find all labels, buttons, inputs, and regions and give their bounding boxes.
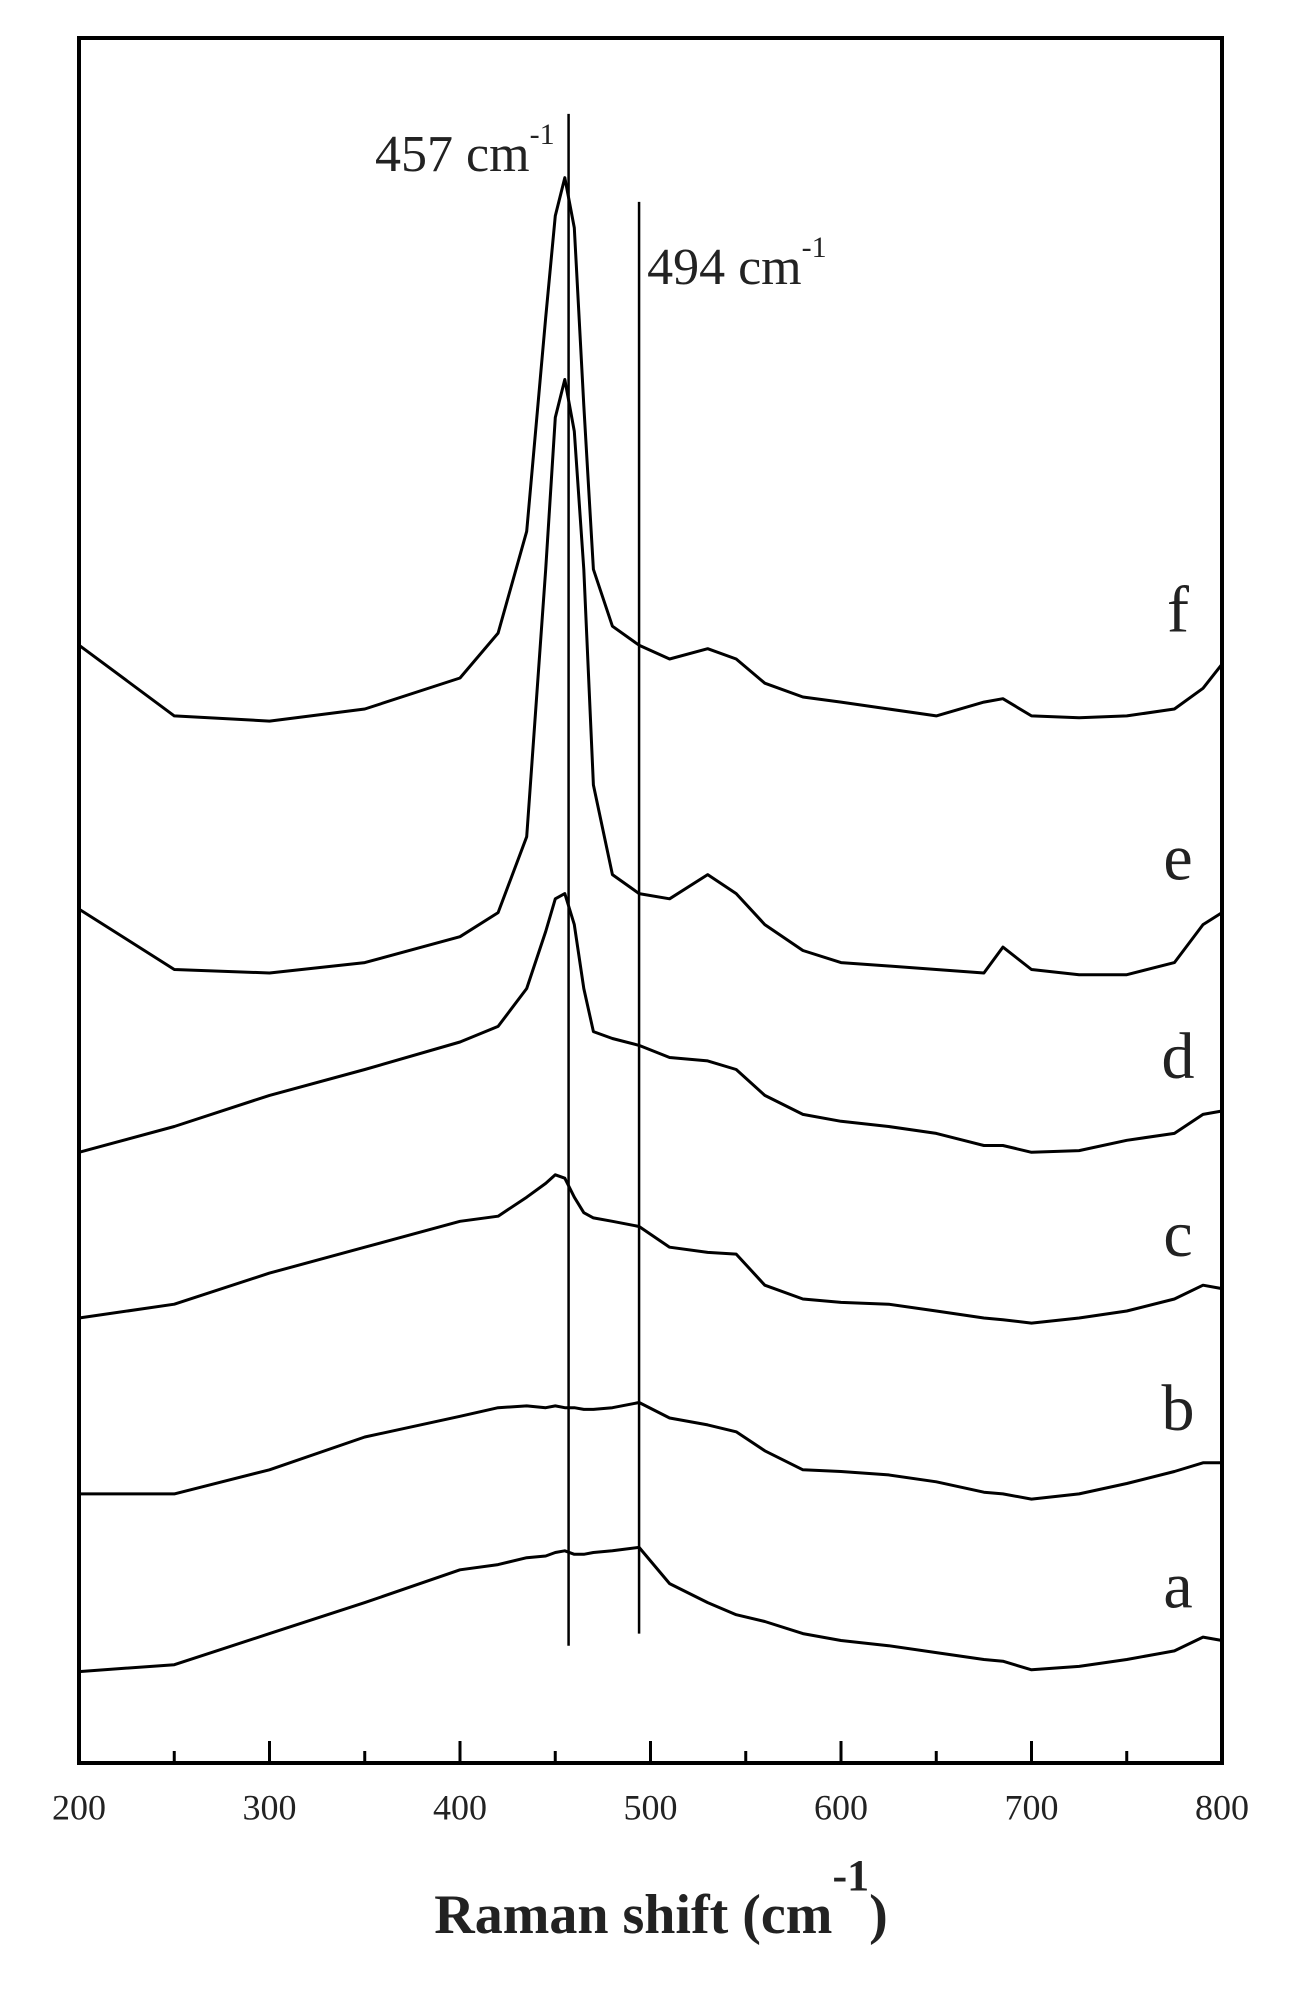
x-label-main: Raman shift (cm (434, 1884, 832, 1946)
series-label: d (1162, 1020, 1195, 1093)
annotation-label: 457 cm-1 (375, 118, 555, 183)
x-tick-label: 600 (814, 1787, 868, 1827)
x-tick-label: 400 (433, 1787, 487, 1827)
x-label-sup: -1 (832, 1851, 869, 1900)
series-label: f (1167, 573, 1189, 646)
spectrum-line (78, 1545, 1223, 1674)
annotation-label: 494 cm-1 (647, 231, 827, 296)
series-label: a (1163, 1550, 1192, 1623)
annotation-sup: -1 (802, 231, 827, 264)
spectrum-line (78, 378, 1223, 977)
spectrum-line (78, 892, 1223, 1154)
annotation-text: 494 cm (647, 239, 802, 296)
x-tick-label: 700 (1005, 1787, 1059, 1827)
series-label: b (1162, 1372, 1195, 1445)
annotation-text: 457 cm (375, 126, 530, 183)
annotation-sup: -1 (530, 118, 555, 151)
spectrum-line (79, 1401, 1222, 1501)
plot-frame (77, 36, 1224, 1765)
series-label: c (1163, 1198, 1192, 1271)
x-tick-label: 800 (1195, 1787, 1249, 1827)
spectrum-line (78, 1173, 1223, 1325)
x-label-end: ) (869, 1884, 888, 1946)
x-tick-label: 200 (52, 1787, 106, 1827)
series-label: e (1163, 822, 1192, 895)
x-tick-label: 500 (624, 1787, 678, 1827)
spectrum-line (78, 176, 1224, 723)
x-axis-label: Raman shift (cm-1) (434, 1851, 888, 1946)
x-tick-label: 300 (243, 1787, 297, 1827)
